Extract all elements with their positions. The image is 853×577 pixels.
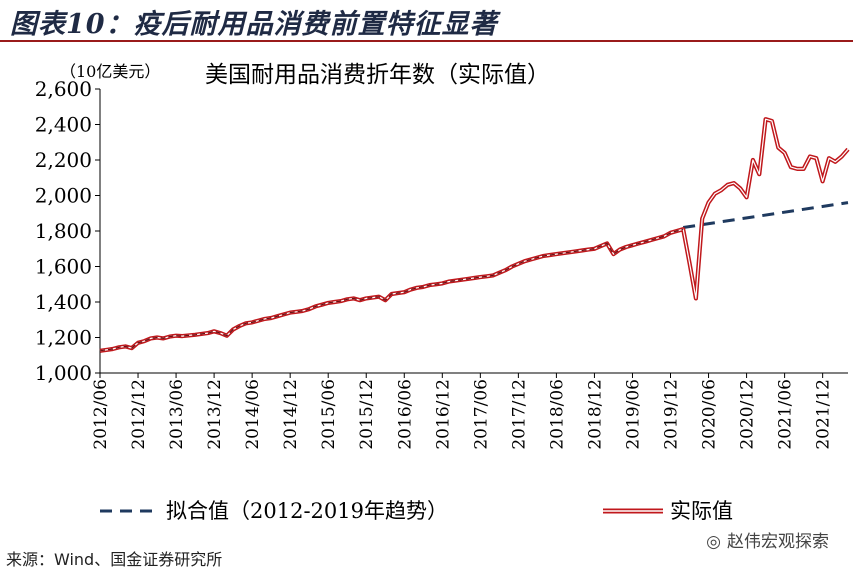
- x-tick-label: 2018/06: [547, 379, 567, 450]
- y-tick-label: 1,600: [35, 255, 92, 279]
- y-tick-label: 2,600: [35, 77, 92, 101]
- x-tick-label: 2017/12: [509, 379, 529, 450]
- x-tick-label: 2012/06: [91, 379, 111, 450]
- y-tick-label: 2,000: [35, 184, 92, 208]
- x-tick-label: 2016/12: [433, 379, 453, 450]
- x-tick-label: 2013/06: [167, 379, 187, 450]
- fit-period-overlay: [99, 228, 684, 352]
- series-fit-line: [682, 201, 849, 229]
- chart-title: 美国耐用品消费折年数（实际值）: [205, 62, 550, 88]
- y-axis-ticks: 1,000 1,200 1,400 1,600 1,800 2,000 2,200 2,400…: [35, 77, 100, 385]
- wechat-icon: ◎: [706, 532, 721, 552]
- x-tick-label: 2020/06: [700, 379, 720, 450]
- y-tick-label: 2,400: [35, 113, 92, 137]
- x-tick-label: 2012/12: [129, 379, 149, 450]
- x-tick-label: 2021/12: [814, 379, 834, 450]
- title-divider: [0, 40, 853, 42]
- x-tick-label: 2013/12: [205, 379, 225, 450]
- x-tick-label: 2014/12: [281, 379, 301, 450]
- y-tick-label: 1,800: [35, 219, 92, 243]
- legend-actual-label: 实际值: [670, 499, 733, 523]
- chart-series: [99, 117, 850, 353]
- x-tick-label: 2017/06: [471, 379, 491, 450]
- chart-legend: 拟合值（2012-2019年趋势） 实际值: [100, 499, 733, 523]
- series-actual-line: [99, 117, 850, 353]
- x-tick-label: 2021/06: [776, 379, 796, 450]
- figure-title: 图表10：疫后耐用品消费前置特征显著: [10, 9, 498, 40]
- y-tick-label: 1,400: [35, 290, 92, 314]
- x-tick-label: 2015/12: [357, 379, 377, 450]
- x-tick-label: 2016/06: [395, 379, 415, 450]
- x-tick-label: 2020/12: [738, 379, 758, 450]
- watermark: ◎ 赵伟宏观探索: [706, 527, 829, 552]
- y-axis-unit: （10亿美元）: [60, 62, 161, 81]
- series-actual-line-highlight: [99, 118, 849, 352]
- x-axis-ticks: 2012/06 2012/12 2013/06 2013/12 2014/06 2014/…: [91, 373, 834, 450]
- x-tick-label: 2019/12: [662, 379, 682, 450]
- y-tick-label: 1,000: [35, 361, 92, 385]
- x-tick-label: 2018/12: [585, 379, 605, 450]
- x-tick-label: 2015/06: [319, 379, 339, 450]
- x-tick-label: 2014/06: [243, 379, 263, 450]
- legend-fit-label: 拟合值（2012-2019年趋势）: [166, 499, 448, 523]
- watermark-text: 赵伟宏观探索: [727, 532, 829, 552]
- y-tick-label: 1,200: [35, 326, 92, 350]
- x-tick-label: 2019/06: [623, 379, 643, 450]
- y-tick-label: 2,200: [35, 148, 92, 172]
- source-note: 来源：Wind、国金证券研究所: [6, 550, 223, 569]
